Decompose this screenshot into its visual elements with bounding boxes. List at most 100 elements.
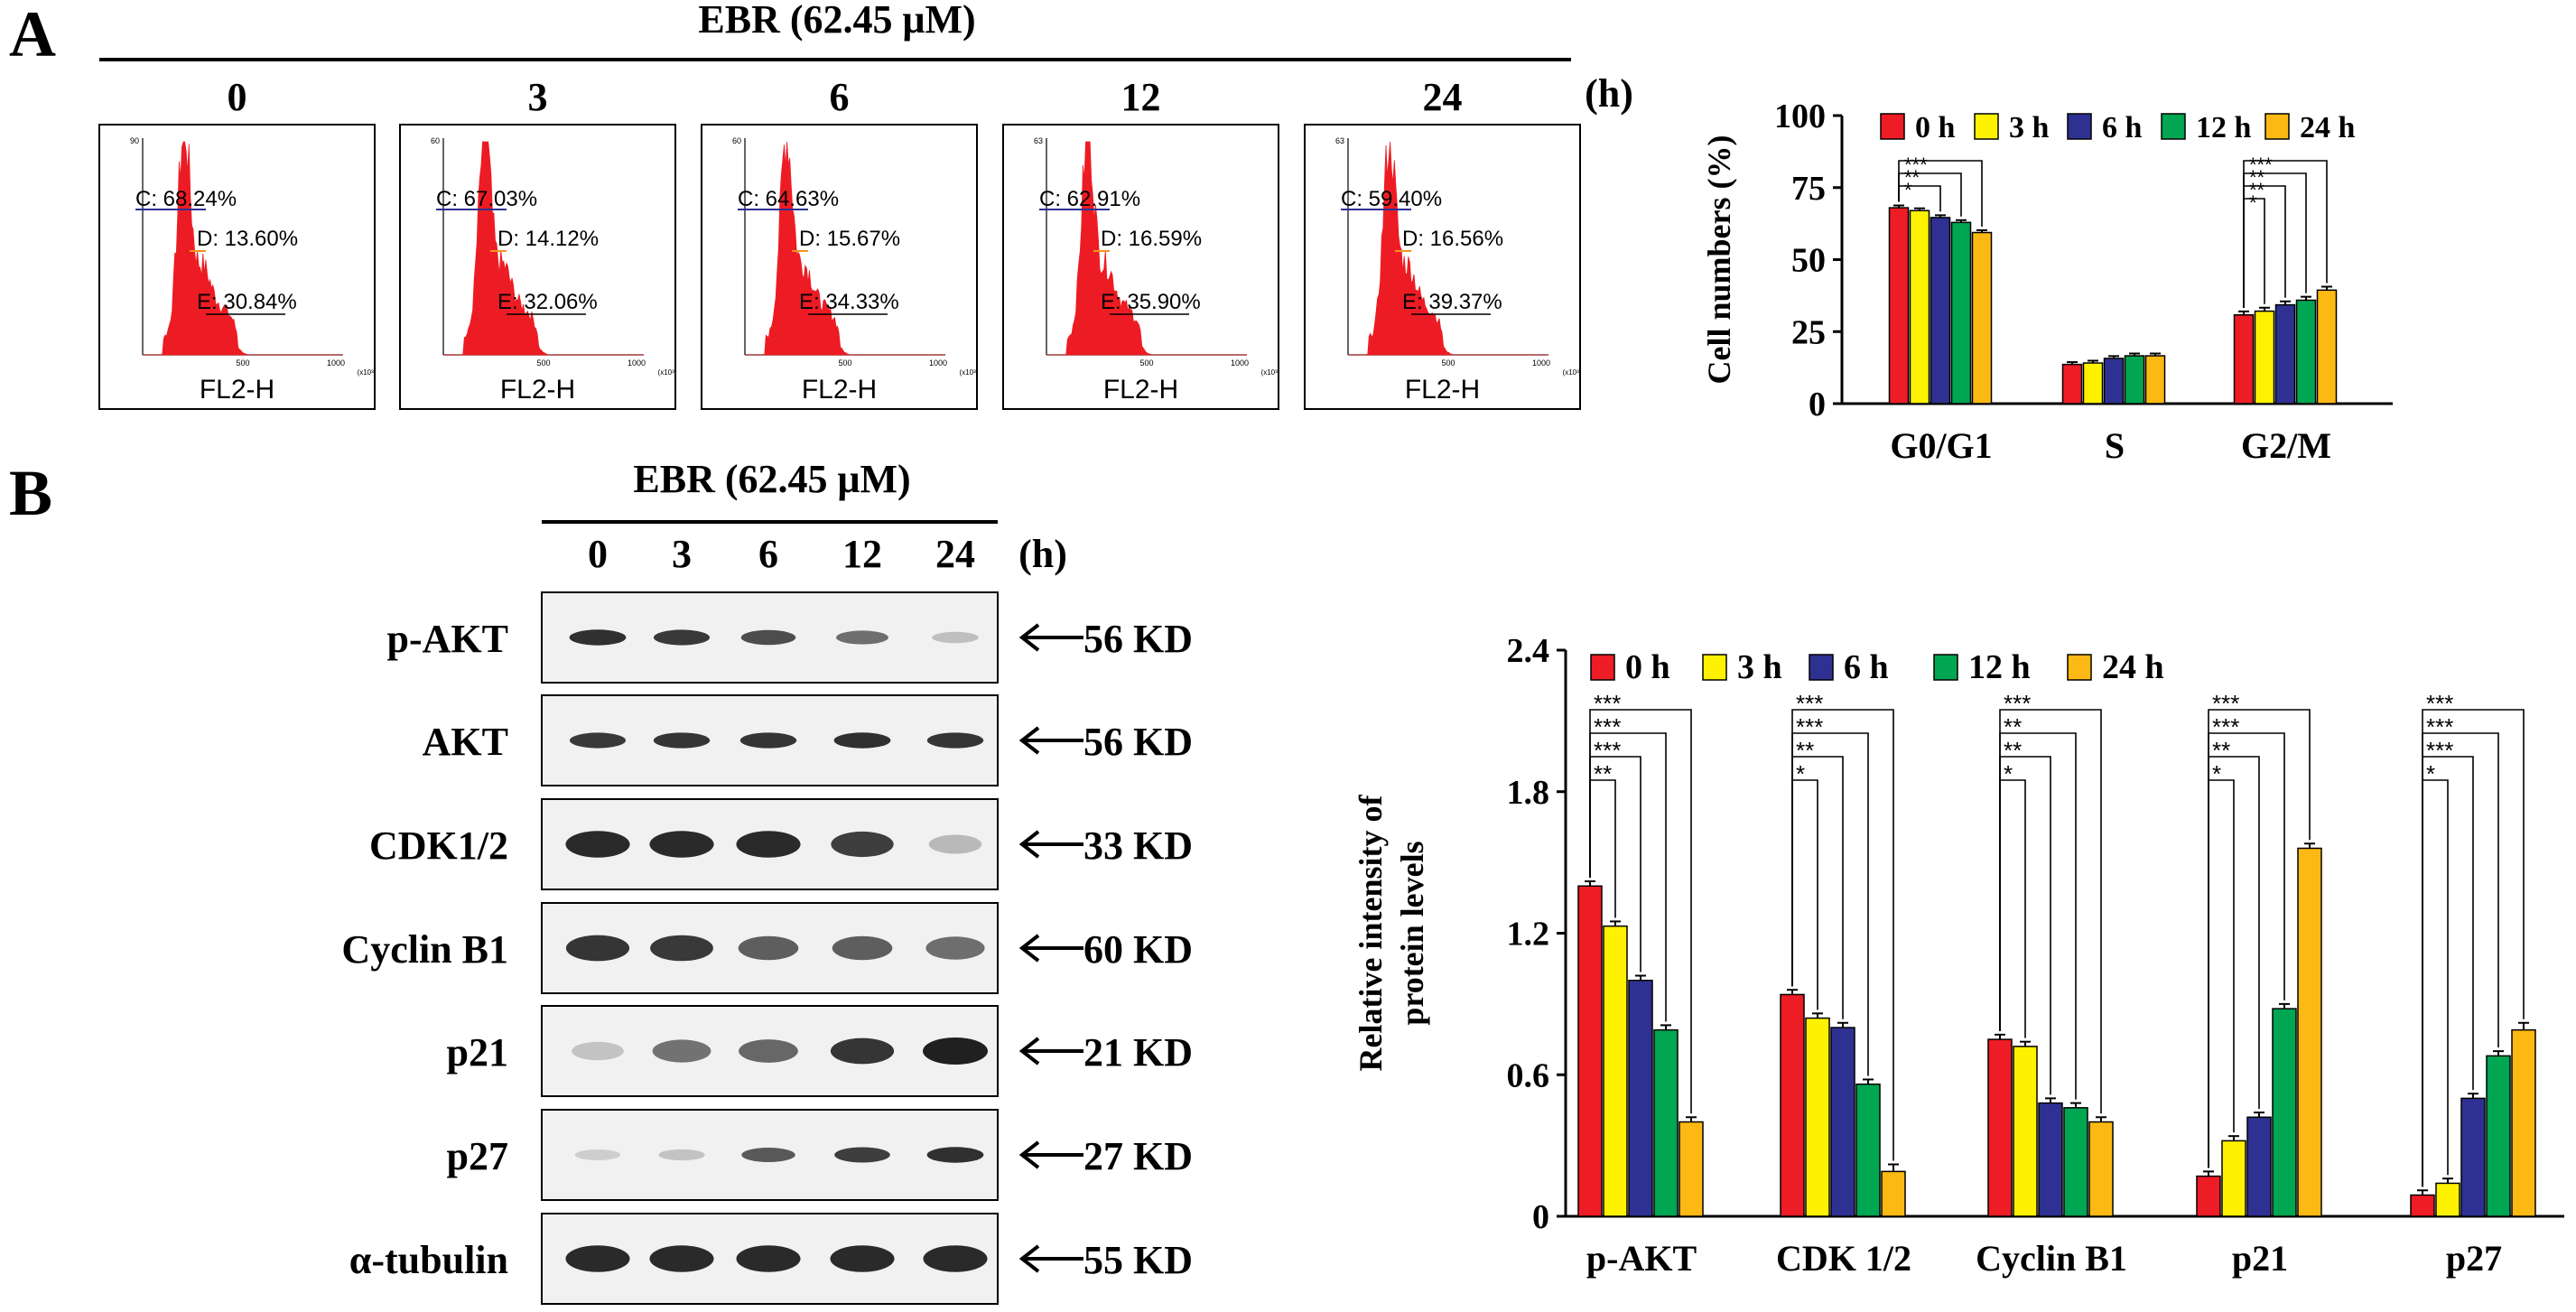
significance-bracket <box>2422 779 2449 1187</box>
time-label: 3 <box>528 75 548 119</box>
significance-mark: * <box>2212 760 2221 787</box>
histogram-frame <box>1002 124 1279 410</box>
bar-3h <box>2254 310 2275 405</box>
histogram-distribution <box>1046 141 1247 356</box>
histogram-x-max: 1000 <box>929 358 947 368</box>
histogram-y-top: 63 <box>1034 136 1043 145</box>
blot-band <box>836 630 888 645</box>
legend-swatch-24h <box>2264 113 2290 140</box>
category-label: G2/M <box>2241 425 2331 466</box>
category-cdk-1-2: CDK 1/2 <box>1776 989 1911 1279</box>
blot-band <box>932 631 979 644</box>
blot-band <box>926 1147 984 1163</box>
significance-mark: ** <box>1796 737 1814 764</box>
category-label: p21 <box>2232 1238 2288 1279</box>
category-p21: p21 <box>2196 842 2322 1279</box>
flow-histogram-6h: 6 60 500 1000 (x10³) FL2-H C: 64.63% D: 15.67% E… <box>701 75 979 410</box>
histogram-frame <box>1304 124 1581 410</box>
gate-c-value: C: 62.91% <box>1039 187 1140 211</box>
blot-arrow-head <box>1018 623 1040 652</box>
significance-mark: *** <box>2212 713 2239 740</box>
gate-c-value: C: 67.03% <box>436 187 537 211</box>
significance-mark: *** <box>2426 713 2453 740</box>
blot-band <box>738 935 799 961</box>
bar-3h <box>1909 209 1930 405</box>
blot-band <box>830 1245 895 1272</box>
flow-histogram-24h: 24 63 500 1000 (x10³) FL2-H C: 59.40% D: 16.56%… <box>1304 75 1582 410</box>
legend-label: 0 h <box>1915 111 1956 144</box>
blot-band <box>926 732 984 749</box>
bar-0h <box>2410 1194 2435 1217</box>
y-tick-label: 0.6 <box>1507 1056 1550 1094</box>
blot-protein-label: Cyclin B1 <box>341 927 508 972</box>
blot-band <box>739 732 797 749</box>
flow-histogram-3h: 3 60 500 1000 (x10³) FL2-H C: 67.03% D: 14.12% E… <box>399 75 677 410</box>
significance-mark: *** <box>2426 737 2453 764</box>
significance-bracket <box>2243 160 2328 308</box>
gate-c-value: C: 68.24% <box>135 187 237 211</box>
blot-size-label: 60 KD <box>1083 927 1193 972</box>
bar-3h <box>2082 362 2104 405</box>
histogram-distribution <box>745 141 945 356</box>
significance-mark: ** <box>2212 737 2230 764</box>
significance-mark: ** <box>2249 166 2265 189</box>
blot-band <box>833 732 891 749</box>
legend-label: 24 h <box>2300 111 2356 144</box>
gate-c-value: C: 64.63% <box>738 187 839 211</box>
blot-protein-label: p21 <box>447 1030 508 1075</box>
legend-swatch-0h <box>1590 654 1615 681</box>
time-label: 12 <box>1121 75 1161 119</box>
histogram-distribution <box>443 141 644 356</box>
significance-bracket <box>2243 198 2265 308</box>
blot-row-p21: p21 21 KD <box>447 1005 1193 1097</box>
blot-arrow-head <box>1018 1140 1040 1169</box>
significance-mark: ** <box>2004 713 2022 740</box>
significance-mark: ** <box>1904 166 1920 189</box>
blot-size-label: 21 KD <box>1083 1030 1193 1075</box>
significance-brackets: *********** <box>1589 690 1692 1114</box>
bar-3h <box>1603 925 1628 1217</box>
histogram-x-unit: (x10³) <box>1261 368 1280 377</box>
histogram-x-max: 1000 <box>1231 358 1249 368</box>
panel-a-label: A <box>9 0 56 70</box>
blot-band <box>834 1147 890 1163</box>
y-tick-label: 0 <box>1532 1198 1549 1236</box>
blot-row-p27: p27 27 KD <box>447 1109 1193 1201</box>
category-label: CDK 1/2 <box>1776 1238 1911 1279</box>
histogram-frame <box>399 124 676 410</box>
blot-band <box>569 732 627 749</box>
gate-d-value: D: 15.67% <box>799 227 900 251</box>
significance-brackets: ********** <box>2422 690 2525 1187</box>
legend-label: 6 h <box>2102 111 2143 144</box>
flow-histogram-0h: 0 90 500 1000 (x10³) FL2-H C: 68.24% D: 13.60% E… <box>98 75 377 410</box>
gate-e-value: E: 30.84% <box>197 290 297 314</box>
y-tick-label: 75 <box>1791 170 1826 208</box>
bar-0h <box>2233 313 2255 405</box>
histogram-y-top: 60 <box>732 136 741 145</box>
histogram-x-label: FL2-H <box>802 375 877 405</box>
histogram-distribution <box>143 141 343 356</box>
bar-24h <box>1679 1121 1704 1217</box>
blot-band <box>565 1245 630 1272</box>
histogram-x-mid: 500 <box>536 358 550 368</box>
significance-bracket <box>1791 779 1818 1010</box>
blot-protein-label: α-tubulin <box>349 1238 508 1282</box>
gate-c-value: C: 59.40% <box>1341 187 1442 211</box>
category-label: p27 <box>2446 1238 2502 1279</box>
bar-24h <box>2511 1028 2536 1217</box>
category-label: G0/G1 <box>1890 425 1992 466</box>
y-axis-label: Cell numbers (%) <box>1701 135 1737 385</box>
histogram-x-mid: 500 <box>236 358 249 368</box>
histogram-x-unit: (x10³) <box>1563 368 1582 377</box>
blot-row-p-akt: p-AKT 56 KD <box>387 591 1193 684</box>
legend-swatch-6h <box>1809 654 1834 681</box>
panel-b-label: B <box>9 457 52 529</box>
gate-d-value: D: 16.56% <box>1402 227 1503 251</box>
significance-mark: ** <box>2249 179 2265 201</box>
legend-swatch-0h <box>1880 113 1905 140</box>
blot-arrow-head <box>1018 1037 1040 1065</box>
bar-24h <box>2088 1121 2114 1217</box>
y-tick-label: 1.8 <box>1507 774 1550 812</box>
category-label: S <box>2105 425 2125 466</box>
